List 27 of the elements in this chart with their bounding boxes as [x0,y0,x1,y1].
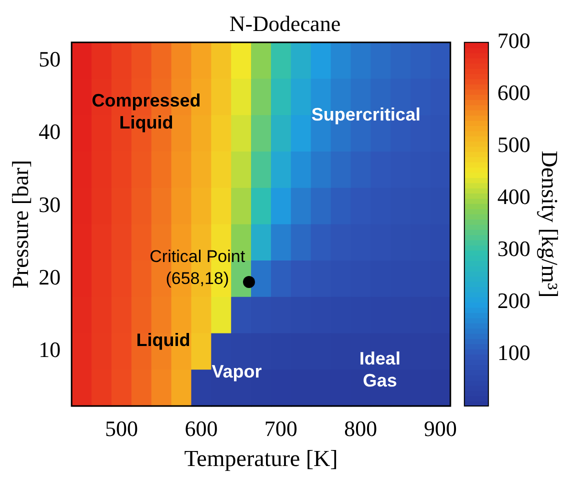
annotation: Vapor [212,362,262,382]
x-axis-title: Temperature [K] [184,446,338,472]
annotation: Ideal Gas [359,348,400,390]
y-tick-label: 10 [38,337,61,362]
color-bar-label: 200 [497,288,530,313]
annotation: Liquid [136,330,190,350]
y-tick-label: 50 [38,46,61,72]
x-tick-label: 700 [264,416,298,441]
color-bar-label: 400 [497,184,530,210]
y-axis-title: Pressure [bar] [8,160,33,288]
color-bar-label: 100 [497,340,530,365]
chart-title: N-Dodecane [229,10,341,36]
x-tick-label: 500 [104,416,138,441]
color-bar-label: 700 [497,28,530,54]
annotation: Critical Point (658,18) [150,247,246,288]
y-tick-label: 40 [38,119,61,144]
color-bar-label: 500 [497,132,530,158]
x-tick-label: 600 [184,416,218,441]
y-tick-label: 30 [38,192,61,217]
color-bar-label: 600 [497,80,530,106]
color-bar-title: Density [kg/m³] [537,150,562,298]
y-tick-label: 20 [38,264,61,290]
x-tick-label: 800 [344,416,378,441]
annotation: Compressed Liquid [92,90,201,133]
color-bar-label: 300 [497,236,530,261]
x-tick-label: 900 [424,416,457,441]
annotation: Supercritical [311,104,420,124]
